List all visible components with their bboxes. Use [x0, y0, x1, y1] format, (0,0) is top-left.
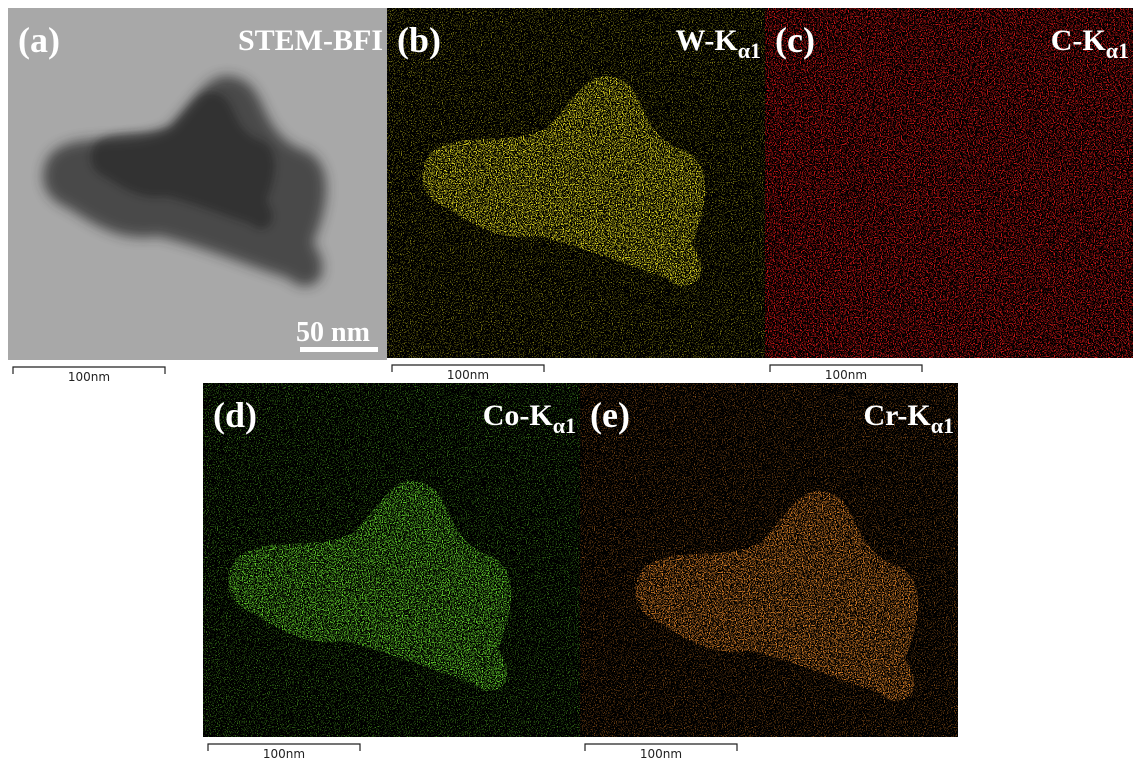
panel-label: (c) [775, 20, 815, 60]
title-sub: α1 [931, 413, 954, 438]
panel-label: (e) [590, 395, 630, 435]
panel-title: STEM-BFI [238, 24, 383, 57]
element-map [765, 8, 1133, 358]
panel: (e) Cr-Kα1 [580, 383, 958, 737]
title-sub: α1 [738, 38, 761, 63]
panel: (c) C-Kα1 [765, 8, 1133, 358]
panel-label: (a) [18, 20, 60, 60]
title-main: Cr-K [864, 399, 932, 432]
scale-bar-label: 50 nm [296, 317, 370, 348]
scale-caption: 100nm [447, 368, 489, 382]
panel-label: (d) [213, 395, 257, 435]
title-main: W-K [676, 24, 739, 57]
scale-caption: 100nm [68, 370, 110, 384]
title-main: STEM-BFI [238, 24, 383, 57]
panel: (d) Co-Kα1 [203, 383, 580, 737]
panel-label: (b) [397, 20, 441, 60]
title-main: Co-K [483, 399, 554, 432]
title-main: C-K [1051, 24, 1107, 57]
title-sub: α1 [553, 413, 576, 438]
scale-caption: 100nm [263, 747, 305, 760]
panel: (b) W-Kα1 [387, 8, 765, 358]
scale-bar [300, 347, 378, 352]
figure: (a)STEM-BFI50 nm100nm(b)W-Kα1100nm(c)C-K… [0, 0, 1133, 760]
scale-caption: 100nm [640, 747, 682, 760]
scale-caption: 100nm [825, 368, 867, 382]
panel: (a) STEM-BFI 50 nm [8, 8, 387, 360]
title-sub: α1 [1106, 38, 1129, 63]
